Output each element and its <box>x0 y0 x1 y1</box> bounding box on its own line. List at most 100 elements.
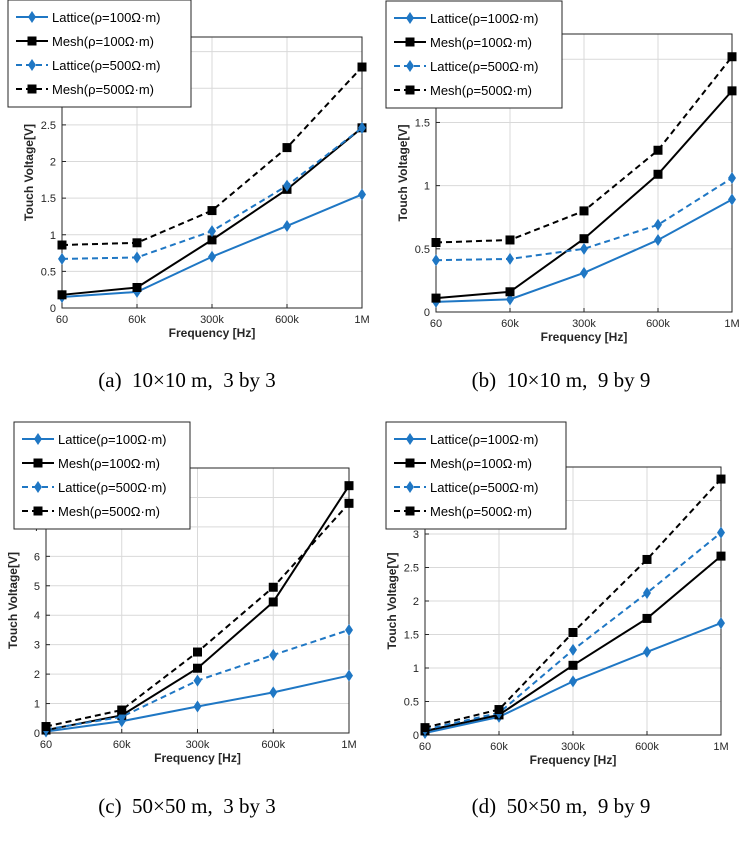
data-point <box>193 647 202 657</box>
data-point <box>420 723 430 733</box>
legend: Lattice(ρ=100Ω·m) Mesh(ρ=100Ω·m) Lattice(ρ… <box>13 421 191 530</box>
y-tick-label: 3 <box>34 640 40 652</box>
data-point <box>133 251 141 264</box>
legend-label: Mesh(ρ=500Ω·m) <box>58 504 160 519</box>
legend-marker <box>405 458 415 468</box>
data-point <box>569 675 577 688</box>
data-point <box>494 705 504 715</box>
x-tick-label: 300k <box>200 314 224 326</box>
data-point <box>579 234 589 244</box>
y-tick-label: 0 <box>34 728 40 740</box>
caption-b: (b) 10×10 m, 9 by 9 <box>471 368 651 392</box>
legend-label: Lattice(ρ=100Ω·m) <box>52 10 161 25</box>
y-tick-label: 2.5 <box>41 120 56 132</box>
data-point <box>57 240 67 250</box>
data-point <box>269 648 278 661</box>
y-tick-label: 1 <box>50 230 56 242</box>
series-4 <box>420 474 726 733</box>
data-point <box>717 526 725 539</box>
x-tick-label: 60k <box>501 318 519 330</box>
x-axis-label: Frequency [Hz] <box>169 326 256 340</box>
data-point <box>358 121 366 134</box>
data-point <box>568 660 578 670</box>
x-tick-label: 60 <box>40 739 52 751</box>
data-point <box>193 700 202 713</box>
legend-marker <box>33 458 43 468</box>
legend-label: Lattice(ρ=500Ω·m) <box>58 480 167 495</box>
y-tick-label: 0 <box>50 303 56 315</box>
y-tick-label: 0.5 <box>404 697 419 709</box>
x-axis-label: Frequency [Hz] <box>154 751 241 765</box>
chart-d: 00.511.522.533.546060k300k600k1M×104Freq… <box>385 421 729 767</box>
legend-label: Mesh(ρ=100Ω·m) <box>58 456 160 471</box>
legend-label: Lattice(ρ=500Ω·m) <box>52 58 161 73</box>
x-tick-label: 300k <box>572 318 596 330</box>
data-point <box>727 86 737 96</box>
data-point <box>506 252 514 265</box>
data-point <box>728 172 736 185</box>
chart-panel-b: 00.511.526060k300k600k1M×104Frequency [H… <box>374 0 748 420</box>
legend-marker <box>405 85 415 95</box>
legend-label: Lattice(ρ=100Ω·m) <box>430 432 539 447</box>
y-axis-label: Touch Voltage[V] <box>396 125 410 222</box>
data-point <box>132 282 142 292</box>
y-tick-label: 1.5 <box>41 193 56 205</box>
chart-panel-d: 00.511.522.533.546060k300k600k1M×104Freq… <box>374 420 748 845</box>
data-point <box>717 617 725 630</box>
legend: Lattice(ρ=100Ω·m) Mesh(ρ=100Ω·m) Lattice(ρ… <box>385 421 567 530</box>
x-tick-label: 1M <box>341 739 356 751</box>
y-axis-label: Touch Voltage[V] <box>6 552 20 649</box>
legend-label: Mesh(ρ=500Ω·m) <box>430 504 532 519</box>
chart-a: 00.511.522.533.56060k300k600k1M×104Frequ… <box>7 0 370 340</box>
chart-c: 01234567896060k300k600k1M×104Frequency [… <box>6 421 357 765</box>
x-tick-label: 600k <box>635 741 659 753</box>
data-point <box>431 293 441 303</box>
data-point <box>653 169 663 179</box>
data-point <box>579 206 589 216</box>
series-4 <box>431 52 737 247</box>
data-point <box>505 235 515 245</box>
legend-marker <box>405 506 415 516</box>
y-tick-label: 2 <box>50 157 56 169</box>
legend-marker <box>34 433 42 445</box>
x-tick-label: 60 <box>430 318 442 330</box>
legend-marker <box>406 60 414 72</box>
legend: Lattice(ρ=100Ω·m) Mesh(ρ=100Ω·m) Lattice(ρ… <box>385 0 563 109</box>
series-2 <box>431 86 737 303</box>
legend-label: Mesh(ρ=500Ω·m) <box>52 82 154 97</box>
data-point <box>193 663 202 673</box>
data-point <box>208 225 216 238</box>
data-point <box>431 238 441 247</box>
chart-b: 00.511.526060k300k600k1M×104Frequency [H… <box>385 0 740 344</box>
series-line <box>61 66 363 247</box>
y-tick-label: 1.5 <box>404 630 419 642</box>
data-point <box>193 674 202 687</box>
legend-marker <box>34 481 42 493</box>
data-point <box>357 62 367 72</box>
series-4 <box>41 498 354 732</box>
data-point <box>654 233 662 246</box>
data-point <box>344 498 354 508</box>
y-tick-label: 1 <box>413 663 419 675</box>
y-tick-label: 0 <box>413 730 419 742</box>
data-point <box>654 218 662 231</box>
y-tick-label: 0.5 <box>415 244 430 256</box>
data-point <box>580 242 588 255</box>
series-line <box>435 177 733 262</box>
y-axis-label: Touch Voltage[V] <box>22 124 36 221</box>
data-point <box>269 686 278 699</box>
data-point <box>58 252 66 265</box>
data-point <box>643 645 651 658</box>
legend-marker <box>406 12 414 24</box>
x-tick-label: 60 <box>419 741 431 753</box>
data-point <box>568 627 578 637</box>
legend-marker <box>28 11 36 23</box>
legend-marker <box>27 84 37 94</box>
data-point <box>345 623 353 636</box>
legend-marker <box>406 481 414 493</box>
chart-panel-c: 01234567896060k300k600k1M×104Frequency [… <box>0 420 374 845</box>
legend-marker <box>27 36 37 46</box>
y-tick-label: 2 <box>34 669 40 681</box>
data-point <box>728 193 736 206</box>
data-point <box>283 219 291 232</box>
